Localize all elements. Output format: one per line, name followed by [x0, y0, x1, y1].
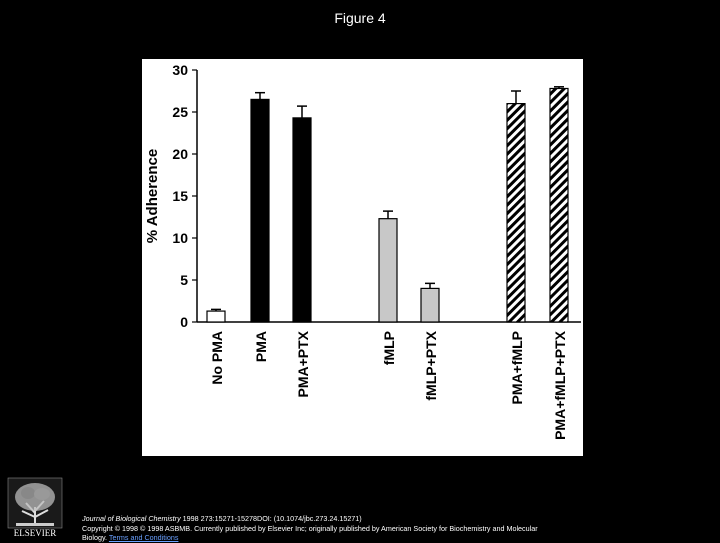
category-label: fMLP — [381, 331, 397, 365]
bar-chart: 0 5 10 15 20 25 30 % Adherence No PMA PMA PMA+PTX f… — [144, 62, 581, 440]
citation-copyright: Copyright © 1998 © 1998 ASBMB. Currently… — [82, 523, 538, 543]
category-label: PMA+fMLP — [509, 331, 525, 405]
category-label: fMLP+PTX — [423, 330, 439, 400]
bar — [206, 310, 226, 323]
logo-text: ELSEVIER — [14, 528, 57, 538]
terms-link[interactable]: Terms and Conditions — [108, 533, 179, 542]
bar — [250, 98, 270, 323]
bar — [506, 102, 526, 323]
category-label: No PMA — [209, 331, 225, 385]
slide-title: Figure 4 — [334, 10, 386, 26]
elsevier-tree-icon: ELSEVIER — [7, 477, 63, 538]
bar — [420, 287, 440, 323]
y-tick-label: 20 — [172, 146, 188, 162]
y-tick-label: 0 — [180, 314, 188, 330]
figure-panel: 0 5 10 15 20 25 30 % Adherence No PMA PMA PMA+PTX f… — [142, 59, 583, 456]
citation-journal: Journal of Biological Chemistry — [82, 514, 181, 523]
bar — [549, 87, 569, 323]
category-label: PMA+PTX — [295, 330, 311, 397]
y-tick-label: 10 — [172, 230, 188, 246]
y-tick-label: 5 — [180, 272, 188, 288]
category-label: PMA+fMLP+PTX — [552, 330, 568, 440]
citation: Journal of Biological Chemistry 1998 273… — [82, 514, 552, 543]
y-axis-label: % Adherence — [144, 149, 161, 243]
y-tick-label: 30 — [172, 62, 188, 78]
bar — [292, 117, 312, 323]
y-tick-label: 25 — [172, 104, 188, 120]
category-label: PMA — [253, 331, 269, 362]
citation-details: 1998 273:15271-15278DOI: (10.1074/jbc.27… — [180, 514, 362, 523]
bar — [378, 218, 398, 323]
y-tick-label: 15 — [172, 188, 188, 204]
